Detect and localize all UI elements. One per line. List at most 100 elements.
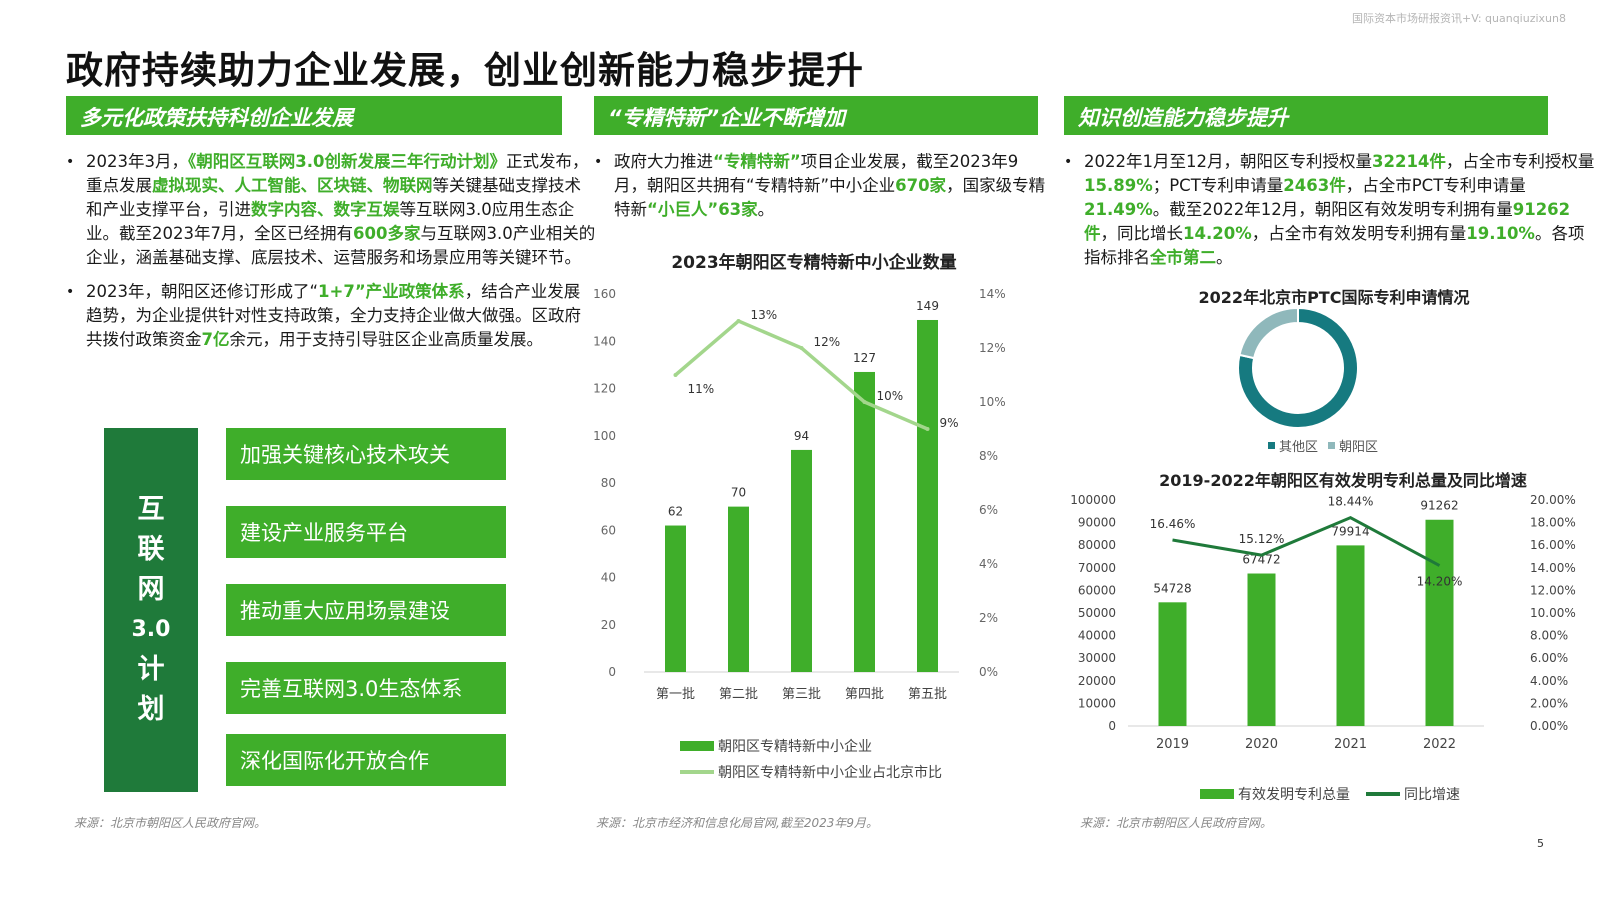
share-label: 11% [688,382,715,396]
share-point [799,346,804,350]
growth-label: 16.46% [1150,517,1196,531]
y-tick-right: 16.00% [1530,538,1576,552]
share-point [736,319,741,323]
growth-line [1172,515,1441,567]
bar-value-label: 94 [794,429,809,443]
bar [854,371,875,672]
y-tick-right: 12% [979,341,1006,355]
legend-swatch-bar [680,741,714,751]
section-header-specialized: “专精特新”企业不断增加 [594,96,1038,135]
source-note-left: 来源：北京市朝阳区人民政府官网。 [74,816,267,830]
chart3-title: 2019-2022年朝阳区有效发明专利总量及同比增速 [1159,471,1527,490]
y-tick-left: 40 [601,571,616,585]
y-tick-right: 18.00% [1530,516,1576,530]
y-tick-right: 0.00% [1530,719,1568,733]
donut-slice [1238,306,1299,360]
specialized-bullet-1: 政府大力推进“专精特新”项目企业发展，截至2023年9月，朝阳区共拥有“专精特新… [594,150,1050,222]
section-header-ip: 知识创造能力稳步提升 [1064,96,1548,135]
bar [665,525,686,672]
legend-swatch-line [680,770,714,774]
share-label: 10% [877,389,904,403]
growth-label: 18.44% [1328,495,1374,509]
x-tick-label: 2021 [1334,737,1367,752]
chart2-title: 2022年北京市PTC国际专利申请情况 [1198,288,1470,307]
bar-value-label: 70 [731,486,746,500]
y-tick-right: 2.00% [1530,696,1568,710]
chart1-legend-line: 朝阳区专精特新中小企业占北京市比 [680,762,942,782]
share-label: 9% [940,416,959,430]
source-note-middle: 来源：北京市经济和信息化局官网,截至2023年9月。 [596,816,878,830]
y-tick-left: 140 [594,334,616,348]
y-tick-left: 160 [594,287,616,301]
bar-value-label: 91262 [1420,499,1458,513]
y-tick-right: 0% [979,665,998,679]
share-label: 12% [814,335,841,349]
y-tick-left: 90000 [1078,516,1116,530]
plan-item-5: 深化国际化开放合作 [226,734,506,786]
chart-invention-patents: 0 10000 20000 30000 40000 50000 60000 70000 8000… [1070,493,1576,752]
share-point [673,373,678,377]
bar [917,319,938,672]
share-line [674,318,929,431]
y-tick-right: 8% [979,449,998,463]
y-tick-right: 10% [979,395,1006,409]
page-title: 政府持续助力企业发展，创业创新能力稳步提升 [66,49,864,92]
y-tick-left: 50000 [1078,606,1116,620]
chart1-legend-bar: 朝阳区专精特新中小企业 [680,736,872,756]
x-tick-label: 第五批 [908,687,947,702]
y-tick-right: 6.00% [1530,651,1568,665]
bar-value-label: 67472 [1242,553,1280,567]
legend-swatch-line [1366,792,1400,796]
x-tick-label: 第二批 [719,687,758,702]
y-tick-right: 4.00% [1530,674,1568,688]
y-tick-left: 10000 [1078,696,1116,710]
y-tick-left: 120 [594,382,616,396]
source-note-right: 来源：北京市朝阳区人民政府官网。 [1080,816,1273,830]
plan-item-3: 推动重大应用场景建设 [226,584,506,636]
bar [791,449,812,672]
bar-value-label: 54728 [1153,581,1191,595]
internet3-plan-label: 互 联 网 3.0 计 划 [104,428,198,792]
y-tick-left: 20000 [1078,674,1116,688]
policy-bullet-1: 2023年3月，《朝阳区互联网3.0创新发展三年行动计划》正式发布，重点发展虚拟… [66,150,596,270]
y-tick-right: 10.00% [1530,606,1576,620]
chart2-legend: 其他区 朝阳区 [1258,436,1378,455]
legend-swatch-other [1268,442,1275,449]
x-tick-label: 2020 [1245,737,1278,752]
x-tick-label: 第一批 [656,687,695,702]
share-point [862,400,867,404]
x-tick-label: 第三批 [782,687,821,702]
watermark: 国际资本市场研报资讯+V: quanqiuzixun8 [1351,12,1566,25]
bar [728,506,749,672]
y-tick-left: 20 [601,618,616,632]
donut-slice [1237,306,1359,429]
y-tick-left: 60000 [1078,583,1116,597]
specialized-bullets: 政府大力推进“专精特新”项目企业发展，截至2023年9月，朝阳区共拥有“专精特新… [594,150,1050,232]
bar [1247,573,1276,726]
chart-pct-donut: 78.51%21.49% [1237,306,1359,429]
y-tick-right: 2% [979,611,998,625]
chart3-legend: 有效发明专利总量 同比增速 [1200,784,1460,804]
growth-label: 15.12% [1239,532,1285,546]
growth-label: 14.20% [1417,575,1463,589]
policy-bullets: 2023年3月，《朝阳区互联网3.0创新发展三年行动计划》正式发布，重点发展虚拟… [66,150,596,362]
bar-value-label: 79914 [1331,524,1369,538]
y-tick-right: 14.00% [1530,561,1576,575]
y-tick-left: 70000 [1078,561,1116,575]
bar [1425,519,1454,726]
y-tick-right: 12.00% [1530,583,1576,597]
bar [1158,602,1187,726]
y-tick-left: 60 [601,523,616,537]
y-tick-right: 20.00% [1530,493,1576,507]
y-tick-left: 30000 [1078,651,1116,665]
plan-item-4: 完善互联网3.0生态体系 [226,662,506,714]
bar-value-label: 127 [853,351,876,365]
bar-value-label: 149 [916,299,939,313]
y-tick-right: 6% [979,503,998,517]
share-point [925,427,930,431]
bar-value-label: 62 [668,505,683,519]
legend-swatch-bar [1200,789,1234,799]
y-tick-right: 8.00% [1530,629,1568,643]
y-tick-left: 80 [601,476,616,490]
plan-item-1: 加强关键核心技术攻关 [226,428,506,480]
